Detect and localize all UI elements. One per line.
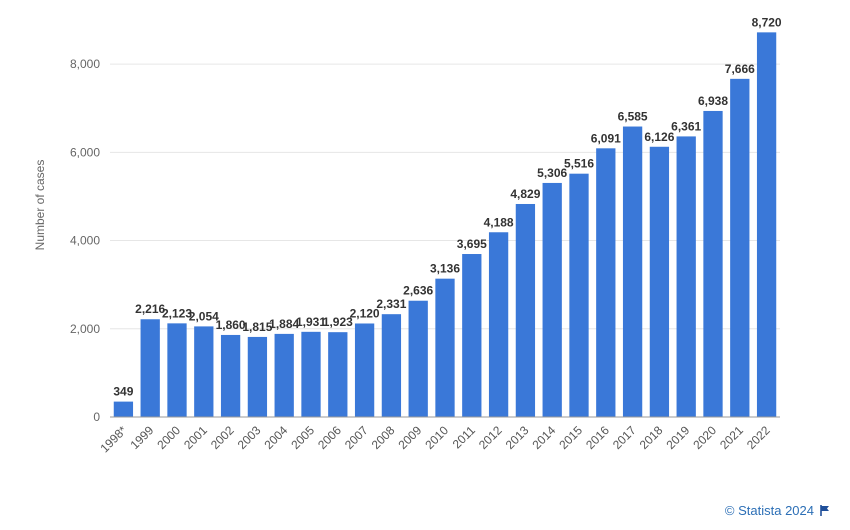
x-tick-label: 2002: [208, 423, 237, 452]
bar[interactable]: [488, 232, 509, 417]
flag-icon[interactable]: [820, 505, 830, 516]
bar-value-label: 6,361: [671, 119, 701, 133]
x-tick-label: 2020: [690, 423, 719, 452]
bar[interactable]: [247, 336, 268, 417]
bar[interactable]: [194, 326, 214, 417]
bar[interactable]: [462, 254, 482, 417]
y-tick-label: 2,000: [70, 322, 100, 336]
bar-value-label: 8,720: [752, 15, 782, 29]
bar[interactable]: [703, 110, 723, 418]
bar[interactable]: [649, 146, 670, 417]
bar[interactable]: [622, 126, 643, 418]
bar-value-label: 1,931: [296, 315, 326, 329]
bar[interactable]: [676, 136, 696, 417]
bar-value-label: 4,188: [484, 215, 514, 229]
bar[interactable]: [596, 148, 616, 418]
bar-value-label: 6,938: [698, 94, 728, 108]
x-tick-label: 2018: [637, 423, 666, 452]
x-tick-label: 2011: [450, 423, 478, 451]
bar[interactable]: [408, 300, 428, 417]
x-tick-label: 2015: [556, 423, 585, 452]
bar[interactable]: [730, 78, 750, 417]
bar[interactable]: [113, 401, 134, 417]
bar-value-label: 3,136: [430, 262, 460, 276]
bar[interactable]: [220, 334, 241, 417]
x-tick-label: 2012: [476, 423, 505, 452]
bar-value-label: 2,636: [403, 284, 433, 298]
bar-value-label: 2,123: [162, 306, 192, 320]
credit[interactable]: © Statista 2024: [725, 503, 830, 518]
bar[interactable]: [301, 331, 321, 417]
bar[interactable]: [167, 323, 187, 417]
x-tick-label: 2006: [315, 423, 344, 452]
bar[interactable]: [542, 182, 562, 417]
bar[interactable]: [569, 173, 589, 417]
x-tick-label: 2010: [422, 423, 451, 452]
bar[interactable]: [515, 203, 536, 417]
y-axis-ticks: 0 2,000 4,000 6,000 8,000: [70, 57, 100, 424]
bar-value-label: 1,923: [323, 315, 353, 329]
x-tick-label: 2001: [181, 423, 210, 452]
bar[interactable]: [328, 332, 348, 417]
y-tick-label: 4,000: [70, 234, 100, 248]
bar-value-label: 5,306: [537, 166, 567, 180]
bar-value-label: 2,120: [350, 306, 380, 320]
bar-value-label: 5,516: [564, 157, 594, 171]
x-tick-label: 2022: [744, 423, 773, 452]
x-tick-label: 2021: [717, 423, 746, 452]
bar-value-label: 7,666: [725, 62, 755, 76]
x-tick-label: 2000: [154, 423, 183, 452]
bar[interactable]: [274, 333, 294, 417]
y-tick-label: 0: [93, 410, 100, 424]
bar-value-label: 6,126: [644, 130, 674, 144]
bar[interactable]: [435, 278, 455, 417]
y-axis-label: Number of cases: [33, 160, 47, 251]
bar-value-label: 1,815: [242, 320, 272, 334]
bar-value-label: 1,884: [269, 317, 299, 331]
x-tick-label: 1998*: [97, 423, 129, 455]
y-tick-label: 8,000: [70, 57, 100, 71]
y-tick-label: 6,000: [70, 145, 100, 159]
bar-value-label: 4,829: [510, 187, 540, 201]
x-tick-label: 2017: [610, 423, 639, 452]
bar-value-label: 3,695: [457, 237, 487, 251]
x-tick-label: 2008: [369, 423, 398, 452]
x-tick-label: 2019: [664, 423, 693, 452]
bar[interactable]: [354, 323, 375, 417]
bar-value-label: 2,216: [135, 302, 165, 316]
x-tick-label: 2013: [503, 423, 532, 452]
x-axis-ticks: 1998*19992000200120022003200420052006200…: [97, 423, 773, 455]
bar-value-label: 6,091: [591, 131, 621, 145]
x-tick-label: 2005: [288, 423, 317, 452]
bar[interactable]: [756, 32, 777, 418]
credit-text[interactable]: © Statista 2024: [724, 503, 814, 518]
x-tick-label: 2003: [235, 423, 264, 452]
value-labels: 349 2,2162,1232,0541,8601,8151,8841,9311,…: [113, 15, 782, 398]
bar[interactable]: [381, 314, 402, 417]
bar-value-label: 2,331: [376, 297, 406, 311]
x-tick-label: 2014: [530, 423, 559, 452]
x-tick-label: 1999: [128, 423, 157, 452]
bar-value-label: 6,585: [618, 110, 648, 124]
bar-value-label: 2,054: [189, 309, 219, 323]
x-tick-label: 2009: [396, 423, 425, 452]
bar-value-label: 349: [113, 385, 133, 399]
bar[interactable]: [140, 319, 160, 417]
x-tick-label: 2016: [583, 423, 612, 452]
bar-value-label: 1,860: [216, 318, 246, 332]
bars: [113, 32, 777, 418]
x-tick-label: 2007: [342, 423, 371, 452]
x-tick-label: 2004: [262, 423, 291, 452]
